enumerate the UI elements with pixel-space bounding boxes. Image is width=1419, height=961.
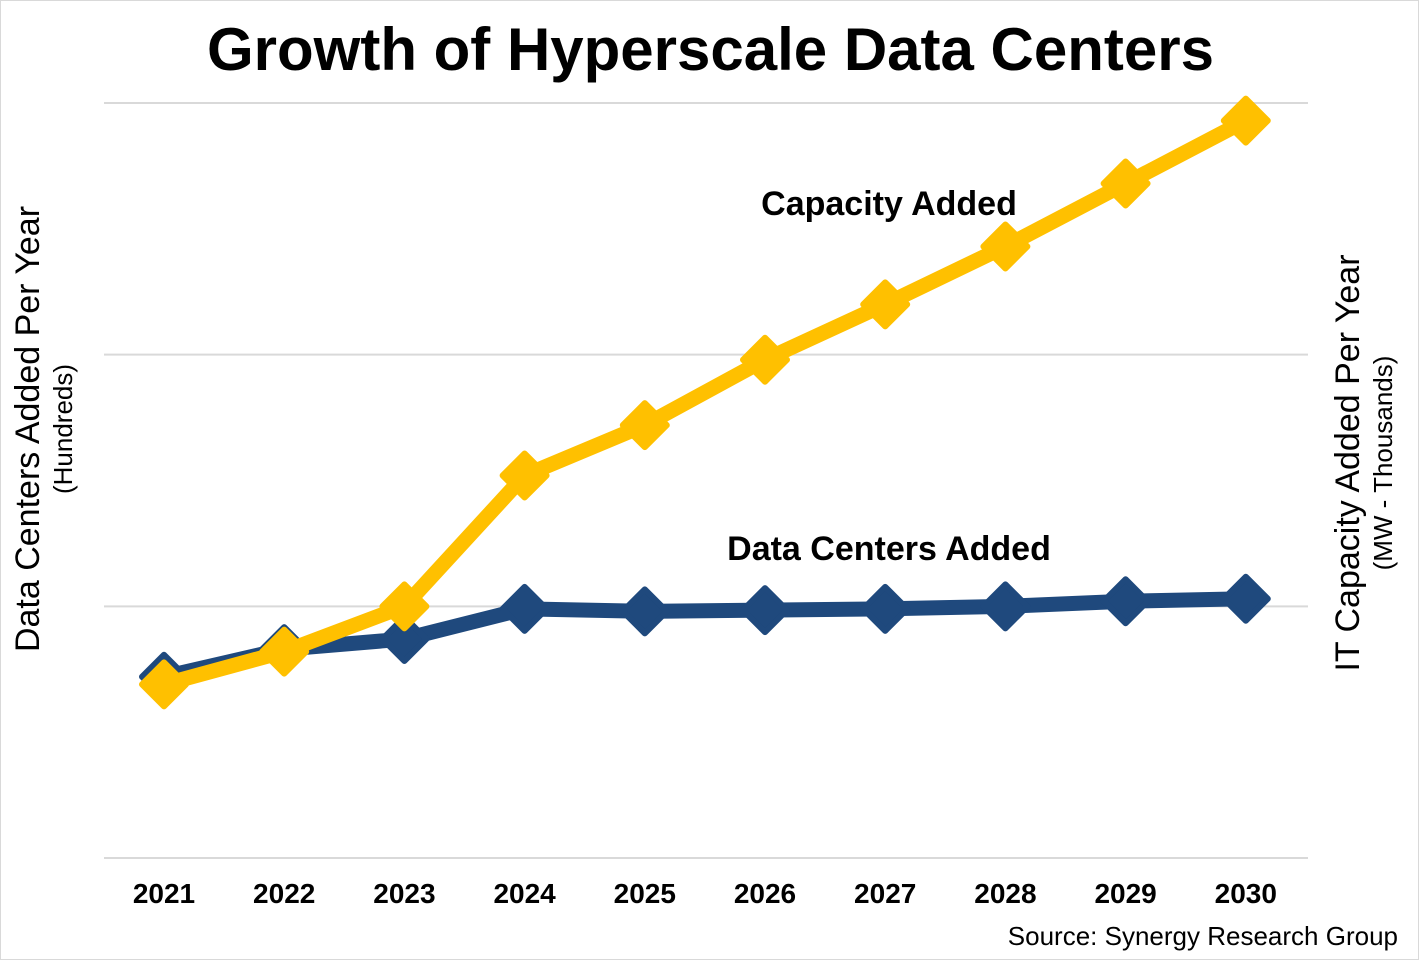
data-point <box>619 400 670 451</box>
data-point <box>499 583 550 634</box>
data-point <box>860 583 911 634</box>
data-point <box>1220 95 1271 146</box>
x-tick-label: 2029 <box>1094 878 1156 909</box>
x-tick-label: 2024 <box>493 878 556 909</box>
chart-title: Growth of Hyperscale Data Centers <box>207 16 1214 83</box>
series-line <box>156 591 1254 685</box>
series-label-data-centers: Data Centers Added <box>727 530 1051 568</box>
data-point <box>860 279 911 330</box>
data-point <box>1100 576 1151 627</box>
data-point <box>740 585 790 636</box>
data-point <box>379 614 430 665</box>
data-point <box>259 626 310 677</box>
data-point <box>1220 573 1271 624</box>
x-tick-label: 2028 <box>974 878 1036 909</box>
series-line <box>156 113 1254 692</box>
x-tick-label: 2023 <box>373 878 435 909</box>
data-point <box>1100 158 1151 209</box>
series-capacity <box>139 95 1271 710</box>
x-tick-label: 2026 <box>734 878 796 909</box>
data-point <box>740 334 790 385</box>
x-tick-label: 2025 <box>614 878 676 909</box>
x-tick-label: 2027 <box>854 878 916 909</box>
data-point <box>139 659 189 710</box>
data-point <box>980 581 1031 632</box>
source-note: Source: Synergy Research Group <box>1007 921 1398 951</box>
data-point <box>379 581 430 632</box>
data-point <box>980 221 1031 272</box>
x-tick-label: 2022 <box>253 878 315 909</box>
data-point <box>619 586 670 637</box>
x-tick-label: 2030 <box>1215 878 1277 909</box>
series-label-capacity: Capacity Added <box>761 185 1017 223</box>
data-point <box>499 450 550 501</box>
x-tick-label: 2021 <box>133 878 195 909</box>
